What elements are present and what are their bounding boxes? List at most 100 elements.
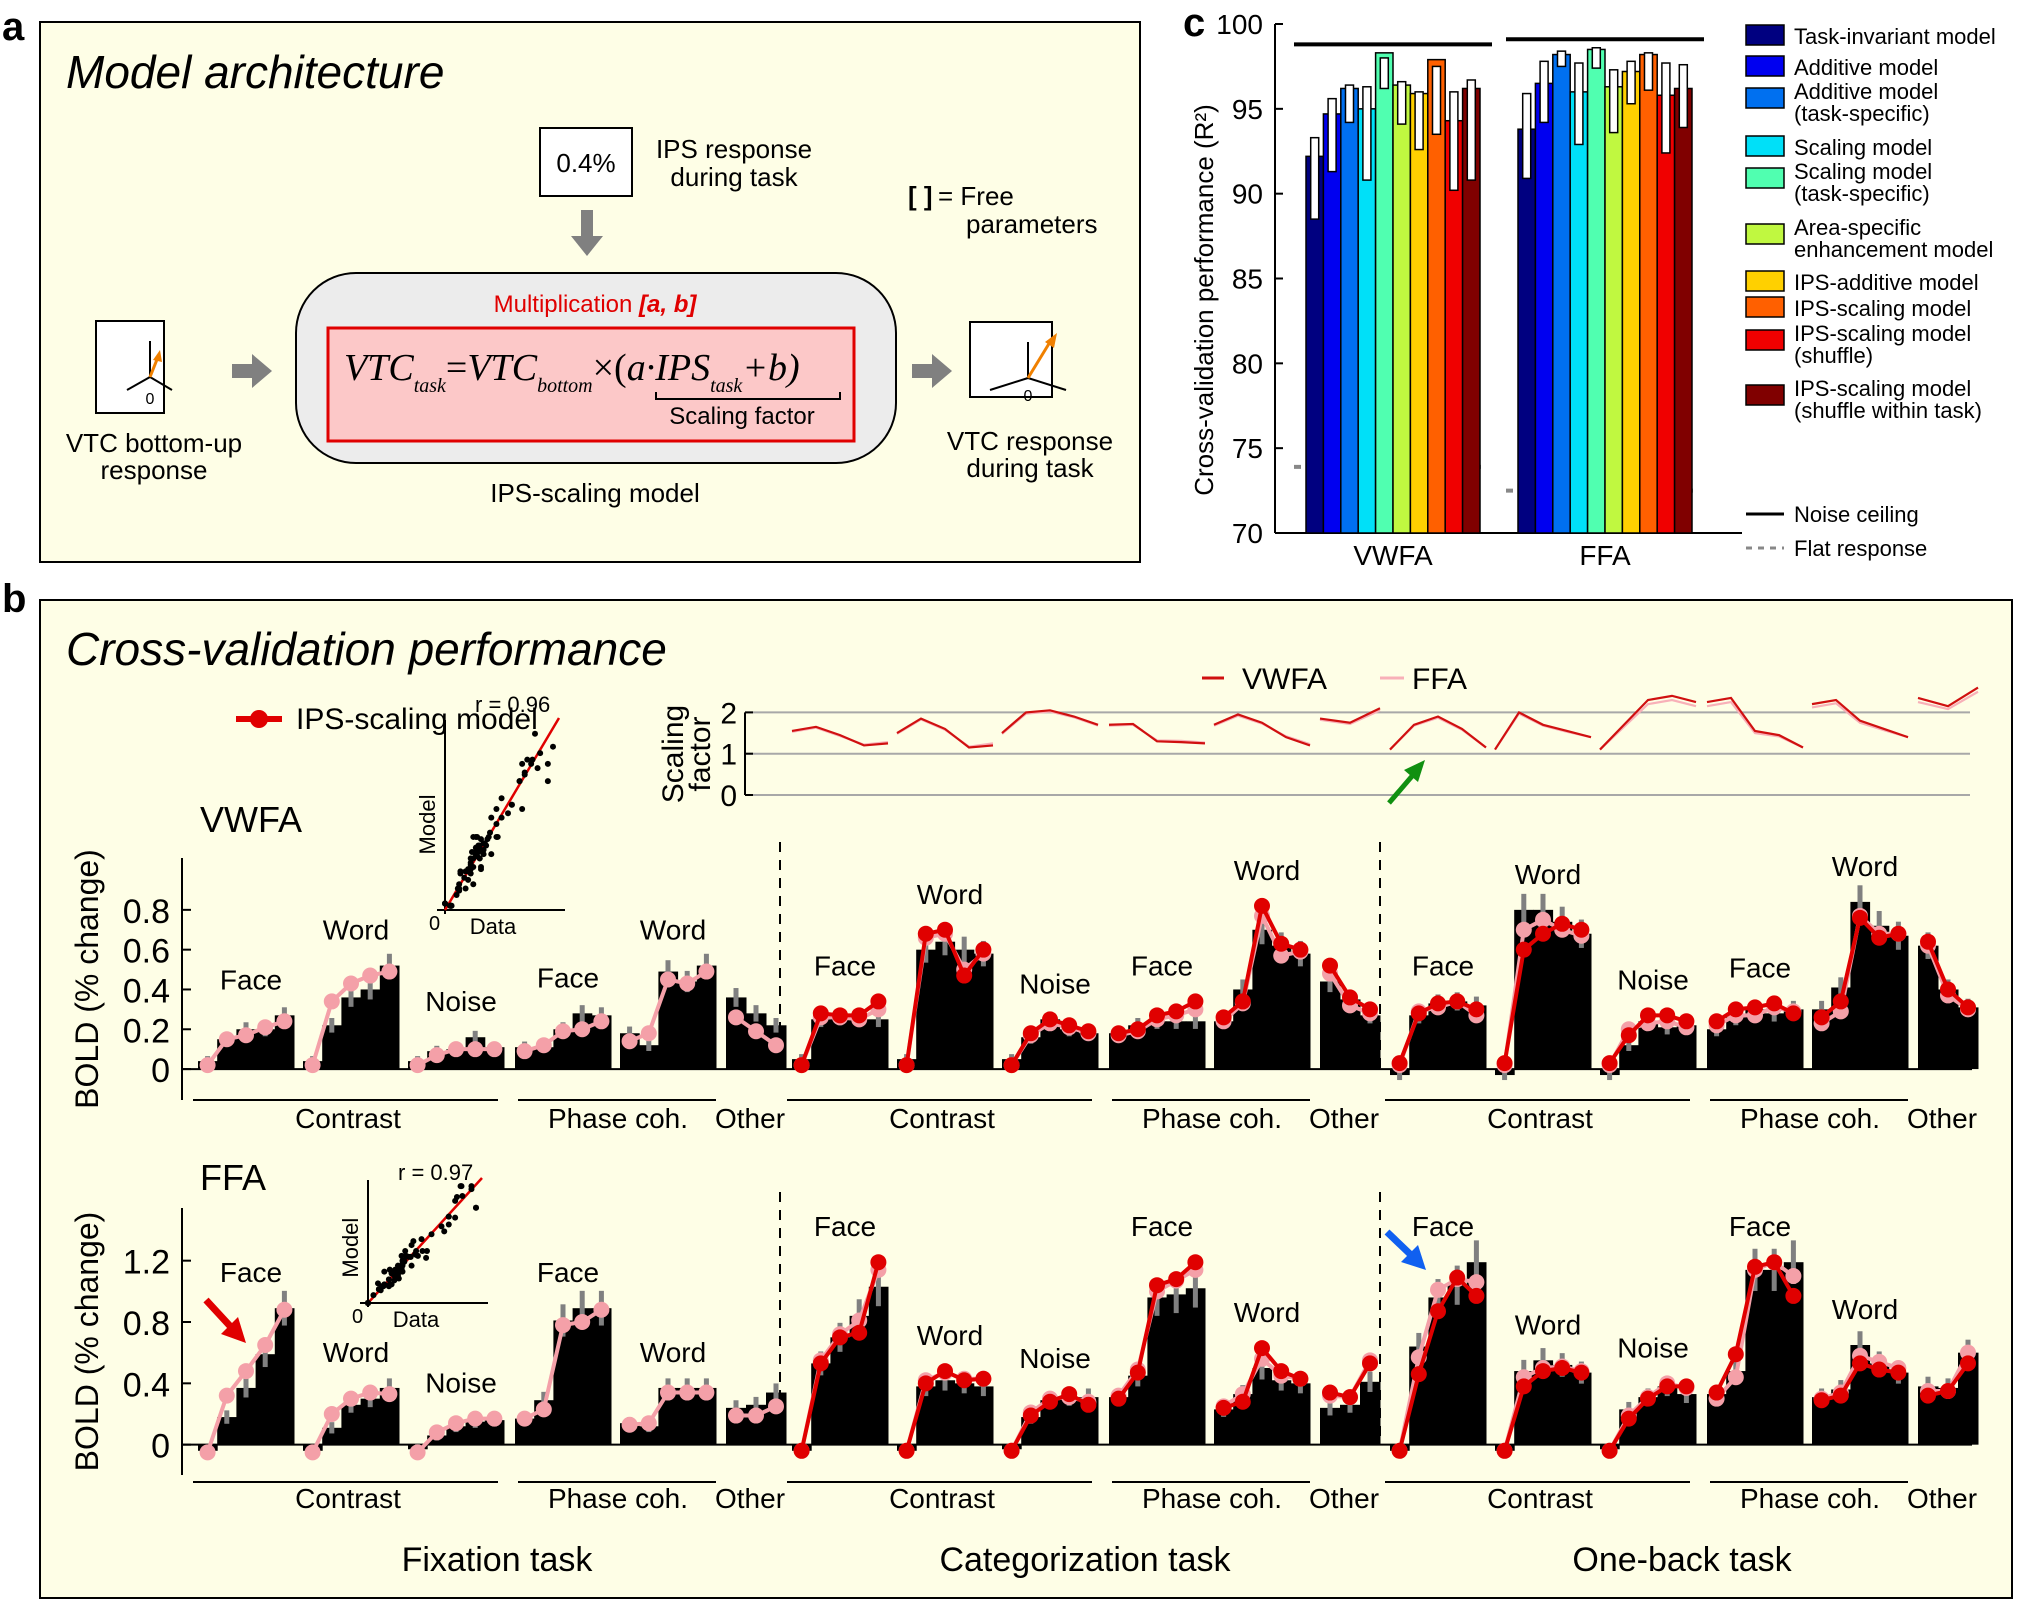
bar — [360, 1398, 381, 1445]
model-task-marker — [975, 1370, 992, 1387]
inset-point — [370, 1292, 377, 1299]
legend-label: (task-specific) — [1794, 181, 1930, 206]
model-fixation-marker — [728, 1407, 744, 1424]
input-origin-label: 0 — [146, 391, 155, 408]
model-task-marker — [1215, 1009, 1232, 1026]
inset-point — [445, 1221, 452, 1228]
model-task-marker — [1678, 1378, 1695, 1395]
bar — [639, 1045, 659, 1070]
model-task-marker — [1292, 941, 1309, 958]
model-fixation-marker — [1535, 911, 1551, 928]
bar — [1392, 84, 1412, 534]
model-task-marker — [1708, 1384, 1725, 1401]
eq-lhs-sub: task — [414, 375, 447, 397]
bar — [746, 1013, 767, 1070]
output-label-line2: during task — [966, 453, 1094, 483]
scaling-legend-ffa: FFA — [1412, 663, 1467, 696]
model-task-marker — [1149, 1277, 1165, 1294]
bar — [1466, 1262, 1487, 1445]
category-label: Other — [1309, 1483, 1379, 1514]
bar — [1552, 1364, 1573, 1445]
panel-b-title: Cross-validation performance — [66, 623, 667, 675]
model-task-marker — [1920, 1387, 1936, 1404]
bar — [1214, 1021, 1234, 1070]
bar — [1374, 52, 1394, 534]
model-task-marker — [1322, 1384, 1338, 1401]
inset-point — [385, 1283, 392, 1290]
model-fixation-marker — [428, 1047, 445, 1064]
scaling-factor-label: Scaling factor — [669, 403, 814, 430]
inset-point — [498, 795, 505, 802]
model-fixation-marker — [679, 1384, 696, 1401]
scaling-vwfa-line — [1389, 715, 1487, 751]
bar — [1571, 1372, 1592, 1445]
model-task-marker — [870, 1254, 887, 1271]
inset-origin-label: 0 — [352, 1306, 363, 1328]
bar-group — [515, 1290, 612, 1445]
model-fixation-marker — [448, 1041, 464, 1058]
model-fixation-marker — [640, 1025, 657, 1042]
panel-a: a Model architecture 0.4% IPS response d… — [2, 5, 1141, 563]
group-label: Word — [1832, 851, 1898, 882]
model-fixation-marker — [276, 1301, 293, 1318]
bar — [1571, 933, 1592, 1070]
model-task-marker — [1080, 1023, 1097, 1040]
group-label: Face — [814, 1211, 876, 1242]
model-fixation-marker — [748, 1023, 764, 1040]
legend-label: Additive model — [1794, 79, 1938, 104]
model-task-marker — [1449, 993, 1466, 1010]
group-label: Word — [1234, 855, 1300, 886]
category-label: Phase coh. — [1740, 1103, 1880, 1134]
y-tick-label: 80 — [1232, 348, 1263, 379]
bar-group — [1109, 993, 1206, 1070]
model-fixation-marker — [621, 1033, 638, 1050]
model-task-marker — [1601, 1055, 1618, 1072]
bar — [1676, 1025, 1697, 1070]
bold-plot-ffa: 0 0.4 0.8 1.2 BOLD (% change) FFA Face Word Nois… — [69, 1157, 1979, 1514]
model-fixation-marker — [698, 963, 715, 980]
model-task-marker — [1342, 1389, 1358, 1406]
model-task-marker — [1292, 1370, 1309, 1387]
inset-point — [480, 846, 487, 853]
model-task-marker — [1080, 1396, 1097, 1413]
inset-point — [457, 870, 464, 877]
bar — [1745, 1009, 1766, 1070]
model-task-marker — [1234, 1393, 1251, 1410]
model-task-marker — [1640, 1007, 1656, 1024]
legend-label: IPS-additive model — [1794, 270, 1979, 295]
y-tick-label: 2 — [720, 697, 737, 730]
inset-point — [475, 842, 482, 849]
bar — [726, 997, 747, 1070]
group-label: Noise — [1617, 1332, 1689, 1363]
model-task-marker — [793, 1442, 810, 1459]
model-task-marker — [1430, 1303, 1446, 1320]
bar — [360, 989, 381, 1070]
right-arrow-icon — [912, 354, 952, 388]
group-label: Face — [220, 1257, 282, 1288]
inset-point — [403, 1252, 410, 1259]
blue-arrow-icon — [1384, 1229, 1426, 1270]
inset-point — [519, 760, 526, 767]
bar-group — [1214, 1340, 1311, 1445]
model-task-marker — [1620, 1027, 1637, 1044]
bar — [553, 1029, 574, 1070]
legend-label: IPS-scaling model — [1794, 376, 1971, 401]
bar — [1360, 1015, 1381, 1070]
model-task-marker — [1449, 1269, 1466, 1286]
y-tick-label: 95 — [1232, 94, 1263, 125]
category-label: Other — [1309, 1103, 1379, 1134]
bar-group — [198, 1007, 295, 1074]
inset-point — [459, 1192, 466, 1199]
group-label: Face — [220, 964, 282, 995]
model-task-marker — [832, 1329, 848, 1346]
error-box — [1309, 136, 1320, 220]
legend-swatch — [1745, 223, 1785, 245]
bar — [1673, 87, 1693, 534]
bar — [1938, 989, 1959, 1070]
bar — [868, 1019, 889, 1070]
scaling-vwfa-line — [1108, 722, 1206, 745]
group-label: Word — [1515, 1309, 1581, 1340]
bar-group — [726, 1383, 787, 1445]
bar — [935, 1380, 956, 1445]
eq-rhs1-sub: bottom — [537, 375, 593, 397]
